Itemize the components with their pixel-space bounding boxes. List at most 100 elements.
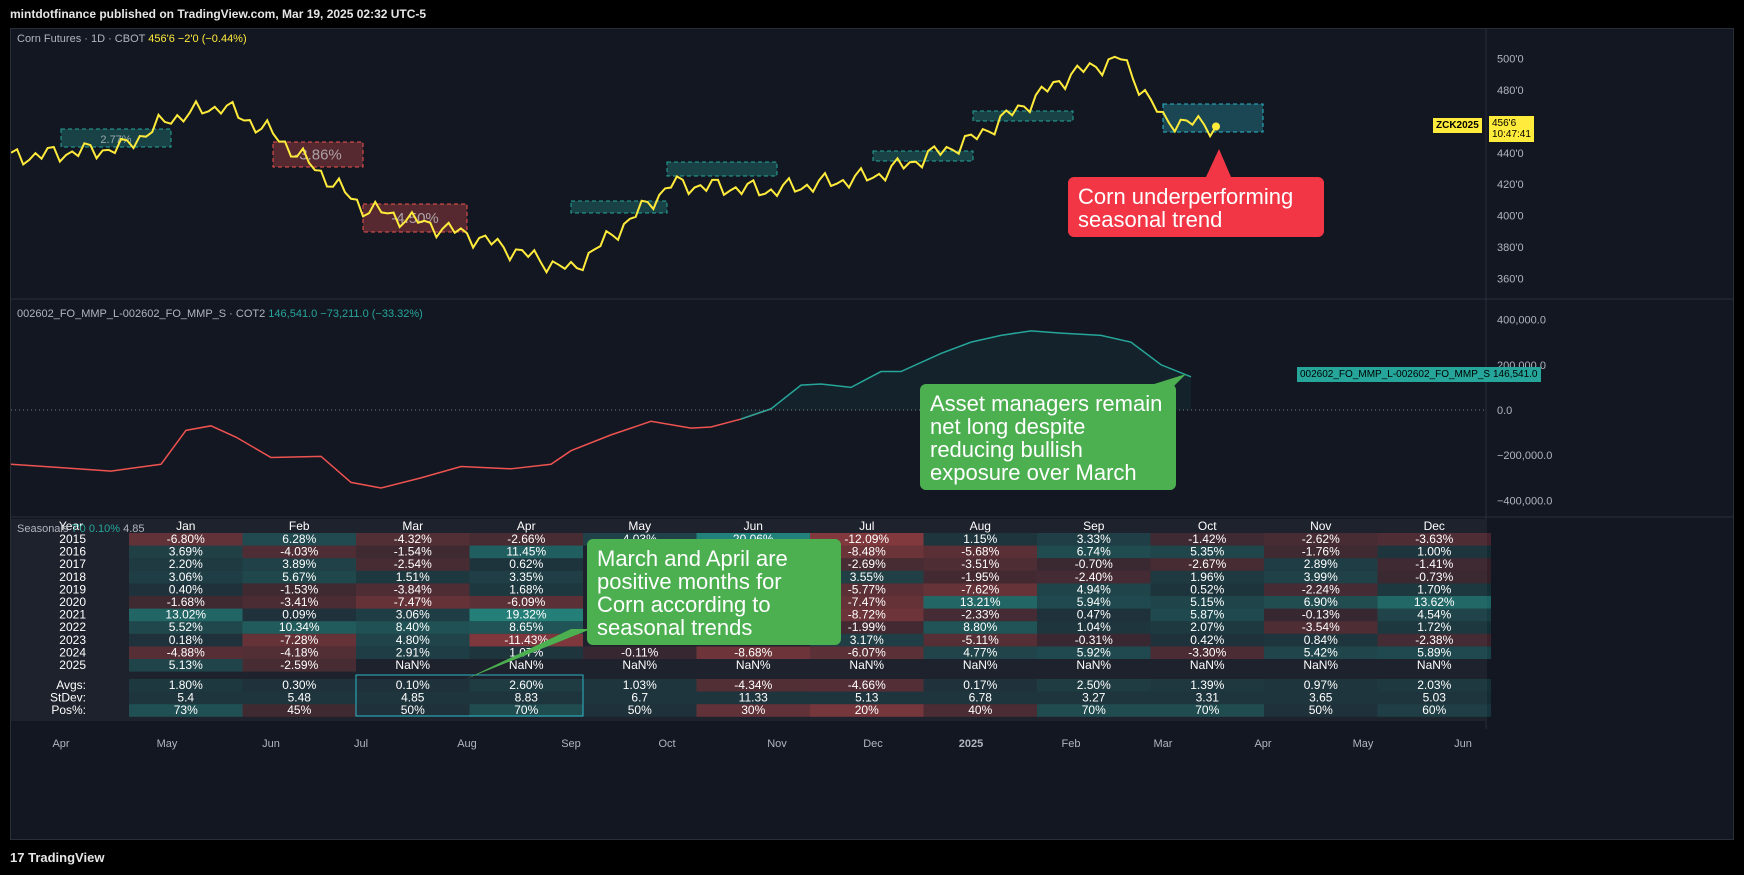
row-year: 2024 bbox=[59, 645, 86, 659]
stat-cell-bg bbox=[356, 704, 470, 717]
price-tag-value: 456'6 bbox=[1492, 118, 1517, 129]
table-cell: -2.38% bbox=[1415, 633, 1453, 647]
row-year: 2017 bbox=[59, 557, 86, 571]
stat-cell: 11.33 bbox=[739, 691, 768, 705]
table-cell-bg bbox=[1264, 608, 1378, 622]
stat-cell-bg bbox=[696, 691, 810, 705]
symbol-label: Corn Futures · 1D · CBOT bbox=[17, 33, 146, 45]
table-cell-bg bbox=[1264, 621, 1378, 634]
x-axis-tick: 2025 bbox=[959, 738, 983, 750]
table-cell: 3.17% bbox=[850, 633, 884, 647]
table-cell: -2.33% bbox=[961, 608, 999, 622]
cot-value: 146,541.0 bbox=[268, 308, 318, 320]
table-cell: -5.68% bbox=[961, 545, 999, 559]
table-cell: 13.21% bbox=[960, 595, 1001, 609]
table-cell: NaN% bbox=[1417, 658, 1452, 672]
stat-cell-bg bbox=[242, 704, 356, 717]
last-price-dot bbox=[1212, 122, 1220, 131]
header-month: Mar bbox=[402, 519, 423, 533]
publisher-text: mintdotfinance published on TradingView.… bbox=[10, 7, 427, 21]
table-cell: NaN% bbox=[1190, 658, 1225, 672]
table-cell: -2.24% bbox=[1302, 582, 1340, 596]
table-cell-bg bbox=[1150, 596, 1264, 609]
x-axis-tick: Feb bbox=[1062, 738, 1081, 750]
price-change: −2'0 (−0.44%) bbox=[177, 33, 247, 45]
table-cell-bg bbox=[1037, 633, 1151, 647]
time-axis: Apr May Jun Jul Aug Sep Oct Nov Dec 2025 Feb Mar Apr… bbox=[52, 738, 1471, 750]
price-legend: Corn Futures · 1D · CBOT 456'6 −2'0 (−0.… bbox=[17, 33, 247, 45]
table-cell-bg bbox=[1264, 633, 1378, 647]
table-cell-bg bbox=[1150, 633, 1264, 647]
brand-label: TradingView bbox=[28, 850, 105, 865]
stat-cell: 2.50% bbox=[1077, 678, 1111, 692]
price-y-tick: 500'0 bbox=[1497, 54, 1524, 66]
table-cell-bg bbox=[923, 621, 1037, 634]
mar-apr-highlight bbox=[355, 674, 584, 717]
cot-pane: 400,000.0200,000.00.0−200,000.0−400,000.… bbox=[11, 315, 1552, 507]
table-cell: -4.03% bbox=[280, 545, 318, 559]
table-cell-bg bbox=[1150, 533, 1264, 546]
stat-cell: 0.10% bbox=[396, 678, 430, 692]
header-month: Oct bbox=[1198, 519, 1217, 533]
table-cell: NaN% bbox=[736, 658, 771, 672]
table-cell-bg bbox=[242, 633, 356, 647]
chart-frame: 500'0 480'0 440'0 420'0 400'0 380'0 360'0 2.77%… bbox=[10, 28, 1734, 840]
table-cell: NaN% bbox=[849, 658, 884, 672]
table-cell: -0.11% bbox=[621, 645, 658, 659]
table-cell: 0.09% bbox=[282, 608, 316, 622]
header-month: Nov bbox=[1310, 519, 1331, 533]
stat-label: Avgs: bbox=[56, 678, 86, 692]
stat-label: Pos%: bbox=[51, 703, 86, 717]
table-cell: 0.18% bbox=[169, 633, 203, 647]
price-y-tick: 440'0 bbox=[1497, 148, 1524, 160]
cot-legend: 002602_FO_MMP_L-002602_FO_MMP_S · COT2 1… bbox=[17, 308, 423, 320]
table-cell: 8.80% bbox=[963, 620, 997, 634]
table-cell: 5.15% bbox=[1190, 595, 1224, 609]
row-year: 2019 bbox=[59, 582, 86, 596]
season-box bbox=[570, 200, 668, 214]
table-cell-bg bbox=[1150, 583, 1264, 596]
table-cell-bg bbox=[1264, 558, 1378, 571]
tradingview-logo: 17 TradingView bbox=[10, 850, 104, 865]
table-cell: 3.89% bbox=[282, 557, 316, 571]
table-cell: 1.51% bbox=[396, 570, 430, 584]
table-cell-bg bbox=[923, 545, 1037, 559]
table-cell: 5.94% bbox=[1077, 595, 1111, 609]
last-value: 456'6 bbox=[148, 33, 175, 45]
table-cell: 0.84% bbox=[1304, 633, 1338, 647]
table-cell: 19.32% bbox=[506, 608, 547, 622]
table-cell: -1.68% bbox=[167, 595, 205, 609]
header-month: Apr bbox=[517, 519, 536, 533]
stat-cell: 4.85 bbox=[401, 691, 425, 705]
stat-cell: 2.03% bbox=[1417, 678, 1451, 692]
table-cell: 0.42% bbox=[1190, 633, 1224, 647]
table-cell-bg bbox=[923, 596, 1037, 609]
table-cell-bg bbox=[129, 659, 243, 672]
table-cell-bg bbox=[242, 621, 356, 634]
table-cell: -7.47% bbox=[394, 595, 432, 609]
table-cell: 3.69% bbox=[169, 545, 203, 559]
stat-cell-bg bbox=[696, 704, 810, 717]
table-cell-bg bbox=[242, 646, 356, 659]
table-cell: -3.41% bbox=[280, 595, 318, 609]
march-april-pointer bbox=[466, 629, 591, 679]
table-cell: -4.88% bbox=[167, 645, 205, 659]
table-cell: -2.62% bbox=[1302, 532, 1340, 546]
table-cell: 0.52% bbox=[1190, 582, 1224, 596]
stat-cell-bg bbox=[356, 679, 470, 692]
table-cell: 1.00% bbox=[1417, 545, 1451, 559]
price-y-tick: 420'0 bbox=[1497, 179, 1524, 191]
table-cell-bg bbox=[1037, 621, 1151, 634]
table-cell-bg bbox=[1377, 621, 1491, 634]
price-tag: 456'6 10:47:41 bbox=[1489, 116, 1534, 142]
stat-cell-bg bbox=[1037, 704, 1151, 717]
table-cell: 3.33% bbox=[1077, 532, 1111, 546]
x-axis-tick: Dec bbox=[863, 738, 883, 750]
table-cell: -5.11% bbox=[962, 633, 999, 647]
table-cell-bg bbox=[1150, 570, 1264, 584]
table-cell: -0.31% bbox=[1075, 633, 1113, 647]
header-month: May bbox=[628, 519, 651, 533]
stat-cell: 5.13 bbox=[855, 691, 879, 705]
table-cell: -0.70% bbox=[1075, 557, 1113, 571]
table-cell: 2.20% bbox=[169, 557, 203, 571]
